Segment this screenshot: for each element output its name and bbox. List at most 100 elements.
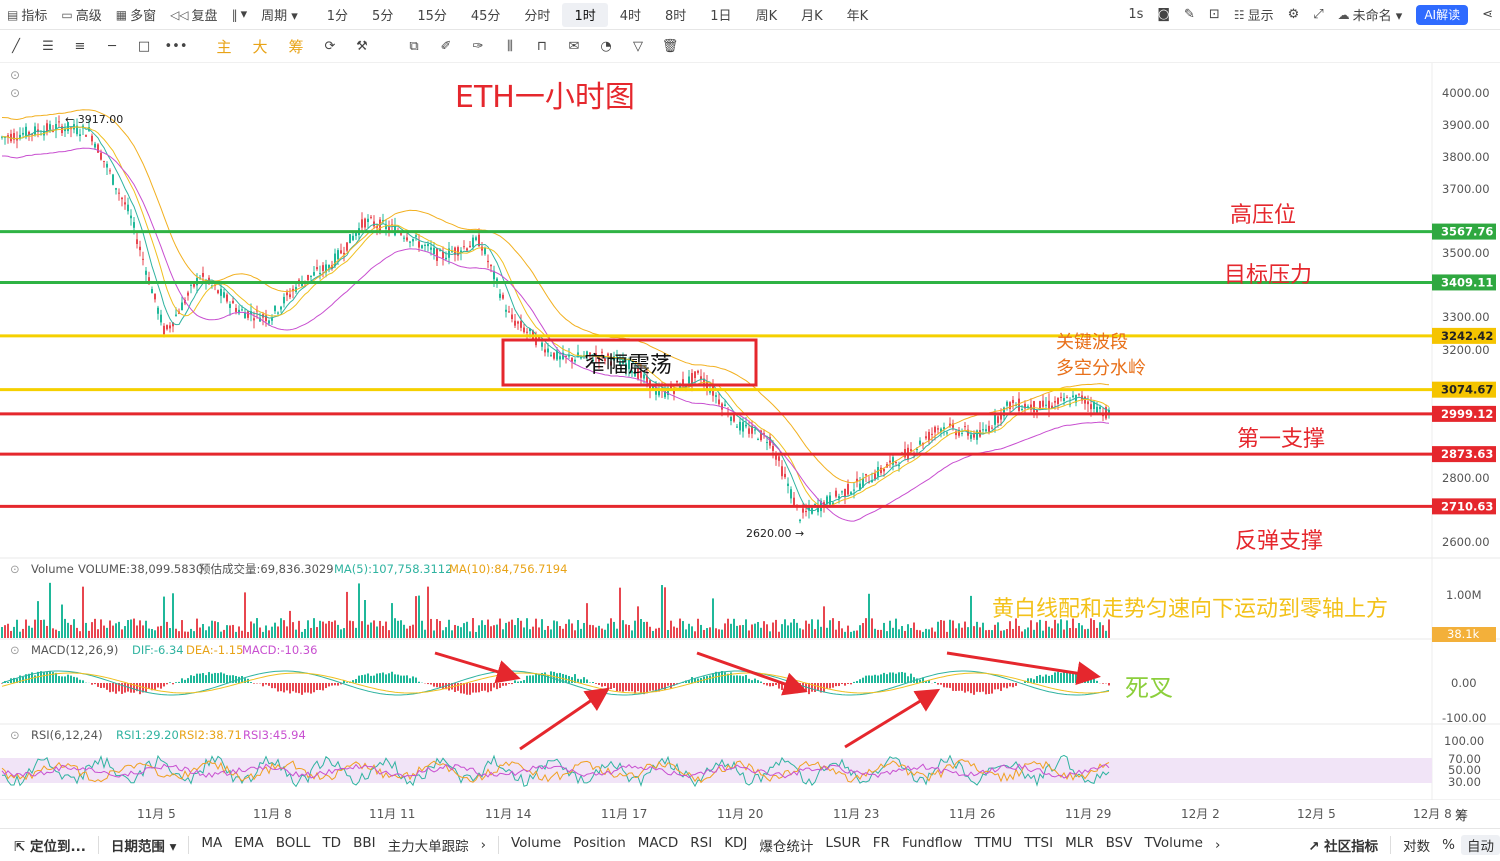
sub-indicator-tab[interactable]: RSI [690,835,713,851]
note-icon[interactable]: ✉ [568,38,580,54]
layout-icon[interactable]: ⊡ [1208,7,1220,22]
chevron-right-icon[interactable]: › [480,837,486,853]
volume-bar [448,619,450,638]
fullscreen-icon[interactable]: ⤢ [1313,7,1324,22]
main-indicator-tab[interactable]: 主力大单跟踪 [387,839,469,855]
sub-indicator-tab[interactable]: BSV [1105,835,1133,851]
chevron-right-icon-2[interactable]: › [1214,837,1221,853]
topbar-left-item[interactable]: 周期 ▾ [261,9,298,24]
camera-icon[interactable]: ◙ [1157,7,1171,22]
period-tab[interactable]: 1时 [562,2,608,27]
period-tab[interactable]: 分时 [524,9,551,24]
period-tab[interactable]: 1分 [326,9,349,24]
main-indicator-tab[interactable]: TD [322,835,342,851]
macd-bar [28,673,30,683]
account-button[interactable]: ☁ 未命名 ▾ [1337,7,1403,25]
period-tab[interactable]: 4时 [619,9,641,24]
channel-tool-icon[interactable]: ≡ [74,38,86,54]
volume-bar [697,618,699,638]
display-button[interactable]: ☷ 显示 [1233,7,1274,25]
topbar-left-item[interactable]: ▦ 多窗 [115,7,157,25]
hline-tool-icon[interactable]: ☰ [42,38,54,54]
volume-bar [667,629,669,638]
candle-body [466,248,468,251]
sub-indicator-tab[interactable]: Position [573,835,626,851]
period-tab[interactable]: 月K [801,9,823,24]
chips-corner-button[interactable]: 筹 [1455,809,1469,824]
community-indicators-button[interactable]: ↗ 社区指标 [1308,839,1379,855]
macd-bar [553,671,555,683]
period-tab[interactable]: 45分 [470,9,501,24]
period-tab[interactable]: 周K [755,9,778,24]
sub-indicator-tab[interactable]: TTSI [1024,835,1054,851]
locate-button[interactable]: ⇱ 定位到... [14,839,86,855]
macd-bar [175,682,177,683]
main-chart-toggle[interactable]: 主 [216,37,232,56]
period-tab[interactable]: 5分 [372,9,394,24]
main-indicator-tab[interactable]: MA [201,835,223,851]
interval-label[interactable]: 1s [1128,7,1144,22]
sub-indicator-tab[interactable]: FR [872,835,890,851]
topbar-left-item[interactable]: ◁◁ 复盘 [170,7,218,25]
volume-bar [331,621,333,638]
candle-type-icon[interactable]: ⫼ [507,38,513,54]
candlestick-chart[interactable]: ⊙ ⊙ ETH一小时图 高压位 目标压力 关键波段 多空分水岭 窄幅震荡 第一支… [0,63,1500,822]
filter-icon[interactable]: ▽ [633,38,643,54]
volume-bar [844,631,846,638]
sub-indicator-tab[interactable]: KDJ [724,835,748,851]
pen-icon[interactable]: ✐ [440,38,452,54]
sub-indicator-tab[interactable]: 爆仓统计 [759,839,814,855]
volume-bar [943,620,945,638]
lock-icon[interactable]: ⊓ [536,38,548,54]
chart-area[interactable]: ⊙ ⊙ ETH一小时图 高压位 目标压力 关键波段 多空分水岭 窄幅震荡 第一支… [0,63,1500,822]
macd-bar [433,683,435,687]
topbar-left-item[interactable]: ▤ 指标 [7,7,48,25]
main-indicator-tab[interactable]: BOLL [275,835,311,851]
auto-scale-toggle[interactable]: 自动 [1461,835,1500,855]
volume-bar [208,626,210,638]
sub-indicator-tab[interactable]: LSUR [825,835,861,851]
magnet-icon[interactable]: ◔ [600,38,612,54]
large-order-toggle[interactable]: 大 [252,37,268,56]
collapse-down-icon[interactable]: ⊙ [10,86,20,100]
percent-scale-toggle[interactable]: % [1442,837,1455,853]
sync-icon[interactable]: ⟳ [324,38,336,54]
collapse-up-icon[interactable]: ⊙ [10,68,20,82]
share-icon[interactable]: ⋖ [1482,7,1493,22]
period-tab[interactable]: 年K [846,9,869,24]
sub-indicator-tab[interactable]: TVolume [1144,835,1203,851]
candle-body [436,248,438,261]
main-indicator-tab[interactable]: EMA [234,835,264,851]
ai-interpret-button[interactable]: AI解读 [1416,4,1469,25]
settings-icon[interactable]: ⚙ [1287,7,1300,22]
period-tab[interactable]: 15分 [417,9,447,24]
line-tool-icon[interactable]: ╱ [12,38,20,54]
macd-bar [1054,672,1056,683]
sub-indicator-tab[interactable]: Volume [510,835,562,851]
pencil-icon[interactable]: ✎ [1184,7,1195,22]
sub-indicator-tab[interactable]: MLR [1065,835,1094,851]
ray-tool-icon[interactable]: ─ [108,38,116,54]
rect-tool-icon[interactable]: □ [137,38,151,54]
trash-icon[interactable]: 🗑 [661,38,679,54]
topbar-left-item[interactable]: ‖ ▾ [231,7,248,22]
volume-bar [916,629,918,638]
chips-toggle[interactable]: 筹 [288,37,304,56]
period-tab[interactable]: 8时 [665,9,687,24]
date-range-dropdown[interactable]: 日期范围 ▾ [110,839,177,855]
sub-indicator-tab[interactable]: TTMU [974,835,1013,851]
more-tools-icon[interactable]: ••• [164,38,188,54]
log-scale-toggle[interactable]: 对数 [1403,839,1431,855]
copy-icon[interactable]: ⧉ [409,38,419,54]
macd-bar [289,683,291,694]
sub-indicator-tab[interactable]: MACD [637,835,679,851]
topbar-left-item[interactable]: ▭ 高级 [61,7,102,25]
macd-bar [865,675,867,683]
measure-icon[interactable]: ⚒ [356,38,368,54]
sub-indicator-tab[interactable]: Fundflow [901,835,963,851]
high-pressure-annotation: 高压位 [1230,203,1296,228]
period-tab[interactable]: 1日 [710,9,732,24]
brush-icon[interactable]: ✑ [472,38,484,54]
main-indicator-tab[interactable]: BBI [353,835,376,851]
candle-body [415,235,417,237]
